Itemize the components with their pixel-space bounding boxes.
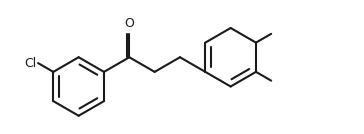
- Text: O: O: [124, 17, 134, 30]
- Text: Cl: Cl: [24, 57, 36, 70]
